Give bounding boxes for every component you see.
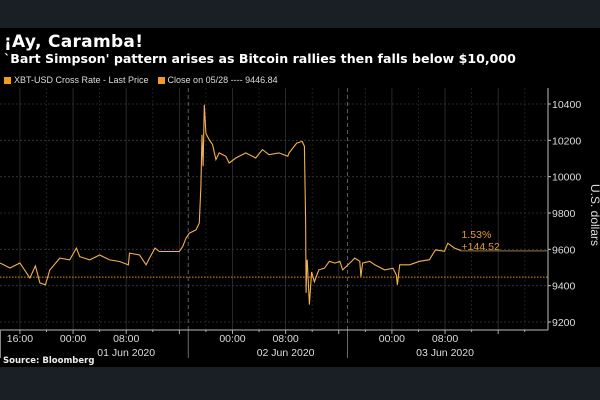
y-tick-label: 10400 (552, 99, 581, 111)
x-tick-label: 00:00 (219, 333, 245, 345)
x-tick-label: 00:00 (60, 333, 86, 345)
x-tick-label: 08:00 (432, 333, 458, 345)
legend-swatch-series (4, 76, 11, 84)
x-tick-label: 00:00 (379, 333, 405, 345)
annotation-change: +144.52 (462, 241, 500, 253)
legend-close-label: Close on 05/28 ---- 9446.84 (167, 75, 278, 85)
y-tick-label: 9600 (552, 244, 576, 256)
y-axis-label: U.S. dollars (588, 184, 600, 246)
chart-title: ¡Ay, Caramba! (4, 32, 144, 52)
y-tick-label: 9800 (552, 208, 576, 220)
x-tick-label: 08:00 (272, 333, 298, 345)
top-band (0, 0, 600, 28)
y-tick-label: 10000 (552, 172, 581, 184)
series-line-xbt-usd (0, 104, 461, 305)
grid (0, 88, 548, 330)
y-tick-label: 9200 (552, 317, 576, 329)
legend: XBT-USD Cross Rate - Last Price Close on… (4, 75, 278, 85)
axes: 9200 9400 9600 9800 10000 10200 10400 16:00 00:0… (0, 88, 581, 359)
y-tick-label: 9400 (552, 281, 576, 293)
x-tick-label: 16:00 (7, 333, 33, 345)
legend-swatch-close (157, 76, 165, 84)
x-tick-label: 08:00 (113, 333, 139, 345)
legend-series-label: XBT-USD Cross Rate - Last Price (14, 75, 149, 85)
x-date-label: 01 Jun 2020 (97, 347, 155, 359)
x-date-label: 02 Jun 2020 (257, 347, 315, 359)
y-tick-label: 10200 (552, 135, 581, 147)
source-note: Source: Bloomberg (3, 356, 95, 366)
annotation-percent: 1.53% (462, 229, 492, 241)
bottom-band (0, 367, 600, 400)
chart-subtitle: `Bart Simpson' pattern arises as Bitcoin… (4, 51, 516, 66)
x-date-label: 03 Jun 2020 (416, 347, 474, 359)
